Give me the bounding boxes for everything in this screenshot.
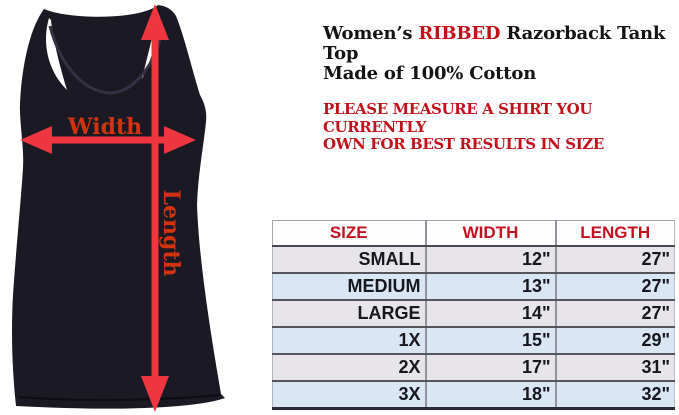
length-cell: 27" — [554, 300, 675, 328]
length-cell: 32" — [554, 381, 675, 410]
width-cell: 17" — [424, 354, 556, 382]
length-cell: 31" — [554, 354, 675, 382]
size-chart-header-row: SIZE WIDTH LENGTH — [272, 220, 675, 247]
tank-top-image — [12, 5, 225, 409]
width-cell: 13" — [424, 273, 556, 301]
size-row-medium: MEDIUM 13" 27" — [272, 273, 675, 301]
product-title: Women’s RIBBED Razorback Tank Top Made o… — [323, 23, 679, 85]
length-cell: 27" — [554, 273, 675, 301]
column-header-length: LENGTH — [554, 220, 675, 247]
warning-line1: PLEASE MEASURE A SHIRT YOU CURRENTLY — [323, 100, 593, 136]
width-cell: 14" — [424, 300, 556, 328]
size-cell: SMALL — [272, 246, 426, 274]
size-cell: 2X — [272, 354, 426, 382]
size-row-small: SMALL 12" 27" — [272, 246, 675, 274]
column-header-width: WIDTH — [424, 220, 556, 247]
size-row-3x: 3X 18" 32" — [272, 381, 675, 410]
size-row-large: LARGE 14" 27" — [272, 300, 675, 328]
width-arrow — [20, 126, 196, 154]
column-header-size: SIZE — [272, 220, 426, 247]
size-row-2x: 2X 17" 31" — [272, 354, 675, 382]
size-row-1x: 1X 15" 29" — [272, 327, 675, 355]
left-armhole-cutout — [46, 18, 67, 90]
hem-crease — [17, 394, 221, 401]
tank-top-diagram: Width Length — [0, 0, 245, 415]
tank-body — [12, 5, 225, 409]
width-cell: 18" — [424, 381, 556, 410]
length-label: Length — [158, 189, 184, 276]
length-arrow — [141, 4, 169, 412]
width-cell: 15" — [424, 327, 556, 355]
length-cell: 29" — [554, 327, 675, 355]
title-highlight: RIBBED — [418, 23, 501, 44]
width-label: Width — [67, 114, 142, 140]
width-cell: 12" — [424, 246, 556, 274]
length-cell: 27" — [554, 246, 675, 274]
size-cell: 1X — [272, 327, 426, 355]
title-line2: Made of 100% Cotton — [323, 63, 537, 85]
size-cell: LARGE — [272, 300, 426, 328]
size-cell: 3X — [272, 381, 426, 410]
size-chart-table: SIZE WIDTH LENGTH SMALL 12" 27" MEDIUM 1… — [272, 220, 675, 410]
neckline-seam — [48, 25, 162, 95]
title-suffix: Razorback Tank Top — [323, 23, 666, 65]
product-info: Women’s RIBBED Razorback Tank Top Made o… — [323, 23, 679, 153]
measurement-warning: PLEASE MEASURE A SHIRT YOU CURRENTLY OWN… — [323, 101, 679, 153]
title-prefix: Women’s — [323, 23, 419, 44]
warning-line2: OWN FOR BEST RESULTS IN SIZE — [323, 134, 604, 153]
size-cell: MEDIUM — [272, 273, 426, 301]
tank-top-svg: Width Length — [12, 4, 225, 412]
